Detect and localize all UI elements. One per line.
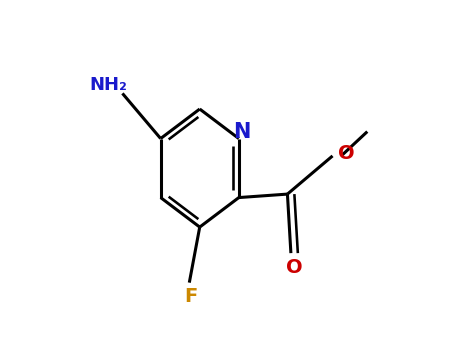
Text: N: N — [233, 122, 250, 142]
Text: NH₂: NH₂ — [90, 76, 127, 94]
Text: O: O — [338, 144, 354, 163]
Text: O: O — [286, 258, 303, 277]
Text: F: F — [184, 287, 197, 306]
